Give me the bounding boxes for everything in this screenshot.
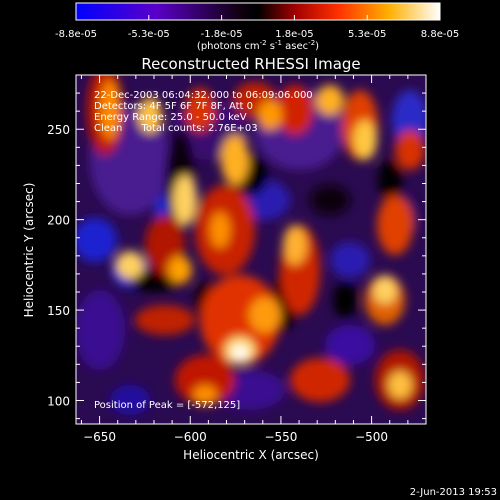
heatmap-blob: [221, 135, 249, 185]
heatmap-blob: [388, 371, 412, 399]
x-tick-labels: −650 −600 −550 −500: [83, 430, 388, 444]
colorbar-ticks: [75, 15, 441, 20]
colorbar-tick-label: 8.8e-05: [421, 29, 459, 40]
heatmap-blob: [258, 100, 282, 130]
y-axis-label: Heliocentric Y (arcsec): [22, 183, 36, 318]
annotation-time: 22-Dec-2003 06:04:32.000 to 06:09:06.000: [94, 90, 313, 101]
colorbar-tick-label: -8.8e-05: [55, 29, 97, 40]
x-axis-label: Heliocentric X (arcsec): [183, 448, 319, 462]
heatmap-blob: [378, 160, 402, 200]
heatmap-blob: [283, 225, 307, 265]
heatmap-blob: [168, 256, 192, 284]
heatmap-blob: [76, 218, 117, 262]
heatmap-blob: [395, 130, 425, 170]
heatmap-blob: [116, 251, 144, 279]
heatmap-blob: [193, 385, 217, 405]
colorbar-tick-label: -1.8e-05: [201, 29, 243, 40]
y-tick-label: 150: [47, 304, 70, 318]
heatmap-blob: [377, 195, 413, 255]
colorbar-units: (photons cm-2 s-1 asec-2): [197, 39, 319, 52]
chart-title: Reconstructed RHESSI Image: [141, 55, 360, 73]
heatmap-blob: [277, 85, 313, 135]
heatmap-blob: [173, 175, 197, 225]
y-tick-label: 250: [47, 123, 70, 137]
y-tick-labels: 100 150 200 250: [47, 123, 70, 408]
colorbar-tick-labels: -8.8e-05 -5.3e-05 -1.8e-05 1.8e-05 5.3e-05 8.…: [55, 29, 459, 40]
heatmap-blob: [210, 212, 230, 248]
annotation-clean: Clean Total counts: 2.76E+03: [94, 123, 258, 134]
heatmap-blob: [138, 97, 162, 133]
heatmap-blob: [325, 325, 375, 365]
peak-position-label: Position of Peak = [-572,125]: [94, 400, 240, 411]
x-tick-label: −650: [83, 430, 116, 444]
x-tick-label: −600: [174, 430, 207, 444]
heatmap-blob: [76, 290, 125, 370]
axis-ticks: [76, 74, 427, 424]
heatmap-blob: [290, 358, 350, 402]
colorbar-tick-label: -5.3e-05: [128, 29, 170, 40]
colorbar-tick-label: 5.3e-05: [348, 29, 386, 40]
heatmap-blob: [353, 120, 377, 160]
heatmap-blob: [185, 88, 215, 132]
heatmap-blob: [316, 85, 344, 115]
heatmap-blob: [310, 185, 350, 215]
heatmap-blob: [200, 275, 280, 365]
plot-frame: [75, 74, 427, 425]
annotation-detectors: Detectors: 4F 5F 6F 7F 8F, Att 0: [94, 101, 253, 112]
heatmap-blob: [249, 297, 281, 333]
heatmap-blob: [175, 355, 235, 405]
heatmap-blob: [135, 305, 195, 335]
heatmap-blob: [330, 242, 370, 278]
footer-date: 2-Jun-2013 19:53: [410, 487, 497, 498]
y-tick-label: 200: [47, 214, 70, 228]
x-tick-label: −550: [264, 430, 297, 444]
annotation-energy: Energy Range: 25.0 - 50.0 keV: [94, 112, 247, 123]
heatmap-blob: [234, 347, 246, 359]
y-tick-label: 100: [47, 394, 70, 408]
heatmap-blob: [333, 282, 357, 318]
heatmap-image: [76, 75, 426, 424]
heatmap-blob: [100, 80, 120, 140]
x-tick-label: −500: [355, 430, 388, 444]
colorbar-tick-label: 1.8e-05: [275, 29, 313, 40]
heatmap-blob: [373, 276, 397, 304]
colorbar: [75, 2, 441, 21]
heatmap-blob: [110, 385, 150, 415]
